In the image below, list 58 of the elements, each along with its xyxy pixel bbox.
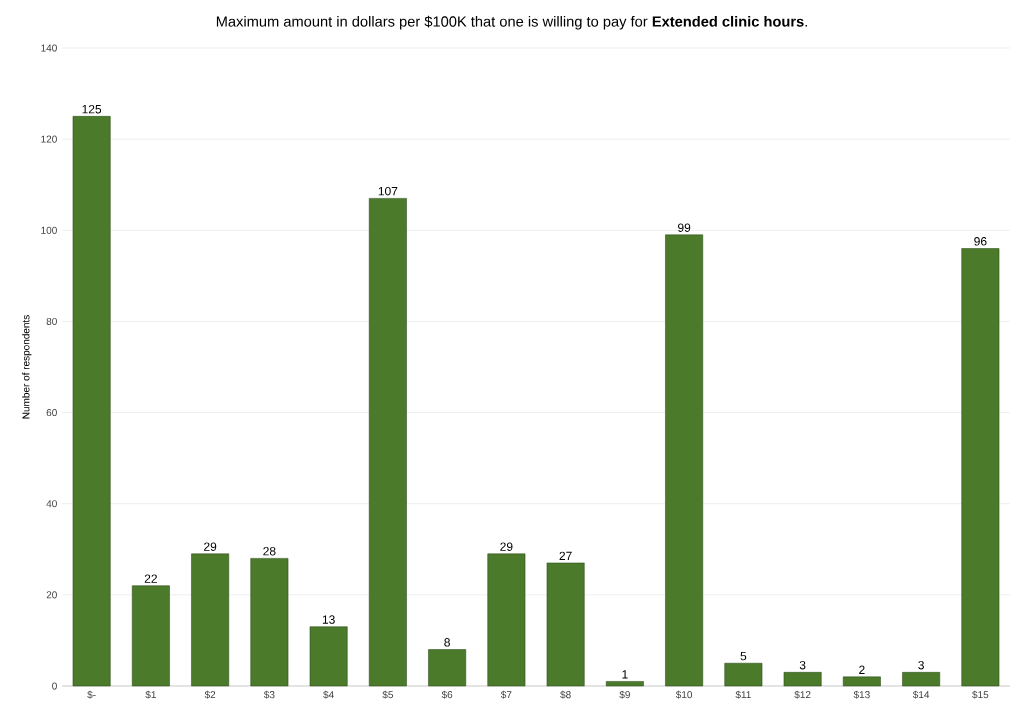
data-label: 3	[799, 660, 806, 670]
bar	[842, 676, 881, 687]
data-label: 8	[444, 638, 450, 647]
x-tick-label: $5	[382, 690, 394, 699]
y-axis-title: Number of respondents	[22, 315, 32, 419]
data-label: 2	[859, 665, 865, 674]
x-tick-label: $15	[972, 690, 989, 699]
x-tick-label: $2	[204, 690, 216, 699]
x-tick-label: $1	[145, 690, 156, 699]
y-tick-label: 40	[46, 500, 57, 508]
x-tick-label: $11	[735, 690, 751, 699]
bar	[191, 553, 230, 687]
y-tick-label: 0	[52, 682, 57, 690]
data-label: 1	[622, 670, 628, 679]
data-label: 13	[322, 615, 335, 624]
data-label: 99	[678, 223, 691, 232]
data-label: 107	[378, 186, 398, 196]
bar	[309, 626, 348, 687]
data-label: 3	[918, 660, 924, 670]
bar	[783, 672, 822, 687]
y-tick-label: 80	[46, 317, 57, 325]
y-tick-label: 60	[46, 409, 57, 417]
x-tick-label: $3	[263, 690, 275, 699]
data-label: 125	[82, 104, 102, 114]
data-label: 96	[974, 237, 987, 246]
y-tick-label: 100	[41, 226, 57, 234]
x-tick-label: $14	[912, 690, 930, 699]
x-tick-label: $8	[560, 690, 571, 699]
bar	[724, 662, 763, 687]
x-tick-label: $-	[87, 690, 96, 699]
y-tick-label: 120	[41, 135, 57, 143]
x-tick-label: $4	[323, 690, 334, 699]
bar	[487, 553, 526, 687]
data-label: 28	[263, 546, 276, 556]
bar	[368, 198, 407, 687]
bar	[605, 681, 644, 687]
bar	[546, 562, 585, 687]
bar	[131, 585, 170, 687]
chart-title: Maximum amount in dollars per $100K that one is willing to pay for Extended clinic hours.	[216, 15, 807, 30]
y-tick-label: 140	[41, 44, 57, 52]
data-label: 27	[559, 551, 572, 561]
data-label: 29	[500, 542, 513, 551]
x-tick-label: $12	[794, 690, 811, 699]
y-tick-label: 20	[46, 591, 57, 599]
bar	[72, 116, 111, 687]
bar	[665, 234, 704, 687]
bar	[250, 558, 289, 687]
x-tick-label: $9	[619, 690, 630, 699]
bar	[428, 649, 467, 687]
x-tick-label: $10	[675, 690, 693, 699]
data-label: 29	[204, 542, 217, 551]
x-tick-label: $13	[853, 690, 870, 699]
x-tick-label: $6	[441, 690, 453, 699]
bar	[961, 248, 1000, 687]
bar	[902, 672, 941, 687]
x-tick-label: $7	[500, 690, 512, 699]
data-label: 5	[740, 651, 747, 661]
data-label: 22	[144, 574, 157, 583]
